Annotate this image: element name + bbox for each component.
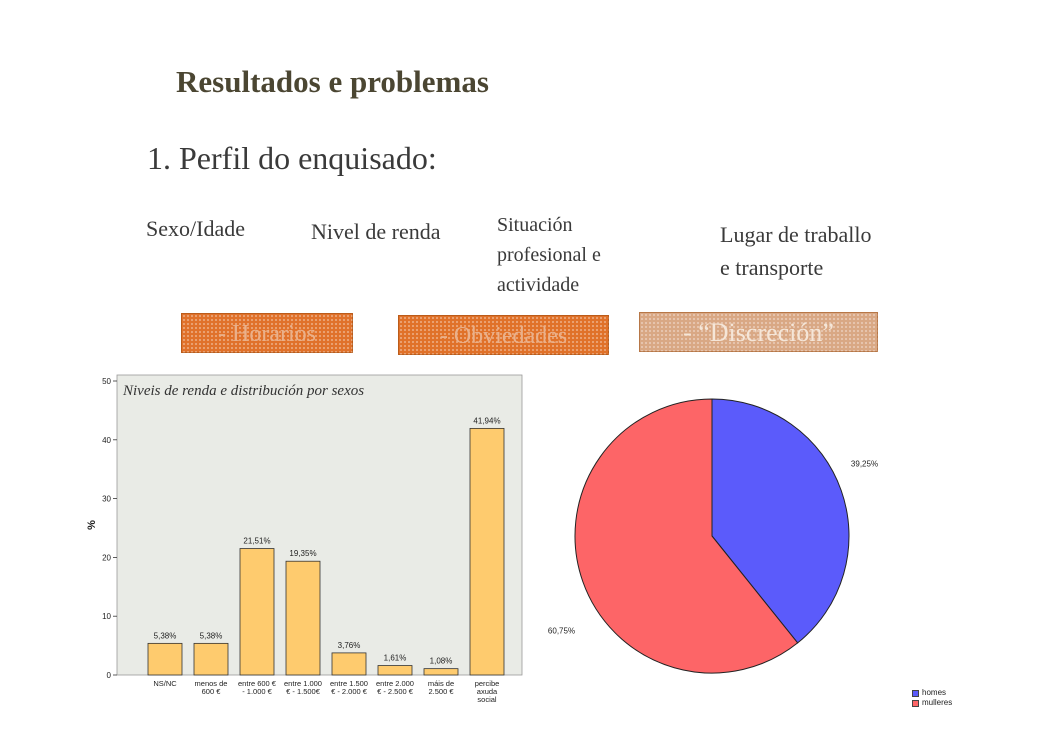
sex-pie-chart: 39,25% 60,75% — [548, 398, 878, 674]
tag-discrecion: - “Discreción” — [639, 312, 878, 352]
bar-data-label: 41,94% — [473, 416, 500, 425]
legend-label-homes: homes — [922, 688, 947, 697]
legend-swatch-homes — [912, 689, 919, 697]
category-lugar-traballo: Lugar de traballo e transporte — [720, 218, 920, 284]
y-tick-label: 50 — [102, 377, 111, 386]
bar — [469, 427, 505, 676]
x-tick-label: € - 2.000 € — [331, 687, 368, 696]
bar-data-label: 21,51% — [243, 537, 270, 546]
category-line: Lugar de traballo — [720, 222, 872, 247]
category-sexo-idade: Sexo/Idade — [146, 216, 245, 241]
x-tick-label: 2.500 € — [428, 687, 454, 696]
x-tick-label: NS/NC — [153, 679, 177, 688]
x-tick-label: máis de — [428, 679, 454, 688]
legend-label-mulleres: mulleres — [922, 698, 953, 707]
bar — [193, 642, 229, 676]
x-tick-label: entre 1.500 — [330, 679, 368, 688]
y-tick-label: 40 — [102, 436, 111, 445]
slide-title: Resultados e problemas — [176, 64, 489, 99]
x-tick-label: entre 600 € — [238, 679, 277, 688]
category-nivel-renda: Nivel de renda — [311, 219, 441, 244]
category-line: Situación — [497, 214, 573, 236]
category-line: profesional e — [497, 244, 601, 266]
bar — [377, 665, 413, 676]
x-tick-label: entre 2.000 — [376, 679, 414, 688]
y-tick-label: 20 — [102, 553, 111, 562]
bar — [147, 642, 183, 676]
pie-slice-homes — [711, 398, 850, 644]
legend-item-mulleres: mulleres — [912, 698, 952, 708]
y-axis-label: % — [86, 520, 98, 530]
chart-title: Niveis de renda e distribución por sexos — [122, 383, 364, 399]
category-situacion-profesional: Situación profesional e actividade — [497, 210, 647, 300]
y-tick-label: 0 — [107, 671, 112, 680]
bar — [285, 560, 321, 676]
x-tick-label: menos de — [195, 679, 228, 688]
category-line: e transporte — [720, 255, 824, 280]
x-tick-label: 600 € — [202, 687, 222, 696]
tag-horarios: - Horarios — [181, 313, 353, 353]
x-tick-label: entre 1.000 — [284, 679, 322, 688]
income-bar-chart: Niveis de renda e distribución por sexos… — [86, 374, 523, 704]
y-tick-label: 30 — [102, 495, 111, 504]
x-tick-label: € - 2.500 € — [377, 687, 414, 696]
bar-data-label: 1,61% — [384, 654, 407, 663]
y-tick-label: 10 — [102, 612, 111, 621]
section-subtitle: 1. Perfil do enquisado: — [147, 140, 437, 176]
bar — [239, 548, 275, 676]
bar-data-label: 5,38% — [154, 631, 177, 640]
category-line: actividade — [497, 274, 580, 296]
x-tick-label: social — [477, 695, 497, 704]
legend-swatch-mulleres — [912, 699, 919, 707]
bar — [331, 652, 367, 676]
bar-data-label: 1,08% — [430, 657, 453, 666]
pie-slice-mulleres — [574, 398, 799, 674]
x-tick-label: axuda — [477, 687, 498, 696]
x-tick-label: - 1.000 € — [242, 687, 272, 696]
legend-item-homes: homes — [912, 688, 952, 698]
bar-data-label: 5,38% — [200, 631, 223, 640]
bar-data-label: 3,76% — [338, 641, 361, 650]
pie-data-label: 60,75% — [548, 626, 575, 635]
x-tick-label: percibe — [475, 679, 500, 688]
bar — [423, 668, 459, 676]
pie-data-label: 39,25% — [851, 460, 878, 469]
bar-data-label: 19,35% — [289, 549, 316, 558]
tag-obviedades: - Obviedades — [398, 315, 609, 355]
pie-legend: homes mulleres — [912, 688, 952, 708]
x-tick-label: € - 1.500€ — [286, 687, 321, 696]
